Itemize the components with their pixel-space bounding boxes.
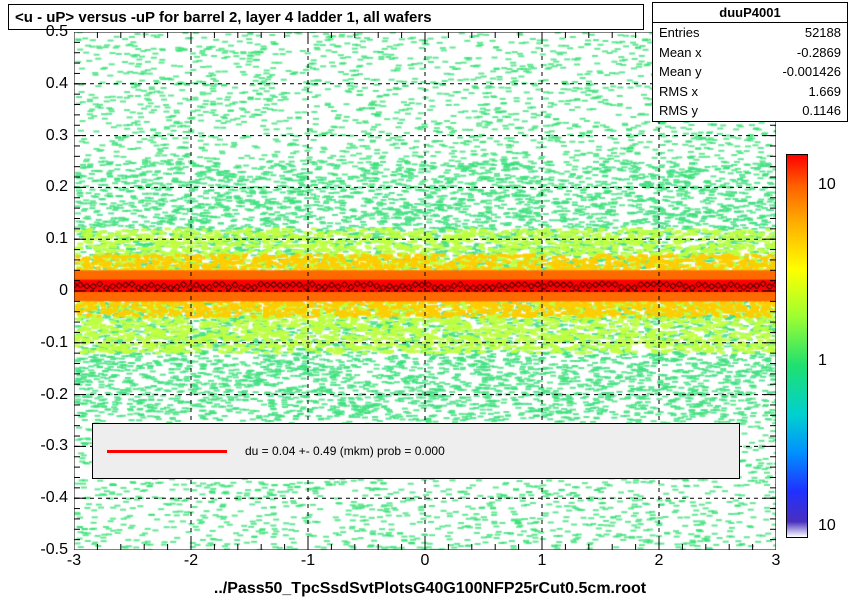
stats-label: Mean x [659,44,702,62]
x-tick-label: -2 [184,552,198,570]
y-tick-label: -0.3 [8,437,68,455]
stats-value: 52188 [805,24,841,42]
stats-row: RMS x 1.669 [653,82,847,102]
x-tick-label: 3 [772,552,781,570]
stats-value: 1.669 [808,83,841,101]
stats-value: -0.001426 [782,63,841,81]
x-tick-label: 1 [538,552,547,570]
stats-row: Mean y -0.001426 [653,62,847,82]
stats-label: RMS y [659,102,698,120]
x-tick-label: 0 [421,552,430,570]
stats-box: duuP4001 Entries52188Mean x-0.2869Mean y… [652,2,848,122]
x-tick-label: 2 [655,552,664,570]
colorbar-tick-label: 1 [818,352,827,370]
colorbar [786,154,808,538]
plot-title-text: <u - uP> versus -uP for barrel 2, layer … [15,9,432,26]
y-tick-label: 0.3 [8,127,68,145]
stats-row: Mean x -0.2869 [653,43,847,63]
stats-value: -0.2869 [797,44,841,62]
stats-label: RMS x [659,83,698,101]
plot-title: <u - uP> versus -uP for barrel 2, layer … [8,4,644,30]
y-tick-label: 0.5 [8,23,68,41]
stats-label: Entries [659,24,699,42]
chart-container: <u - uP> versus -uP for barrel 2, layer … [0,0,860,606]
y-tick-label: 0.2 [8,178,68,196]
y-tick-label: 0.4 [8,75,68,93]
fit-legend: du = 0.04 +- 0.49 (mkm) prob = 0.000 [92,423,740,479]
legend-line [107,450,227,453]
stats-label: Mean y [659,63,702,81]
colorbar-tick-label: 10 [818,176,836,194]
footer-path: ../Pass50_TpcSsdSvtPlotsG40G100NFP25rCut… [0,580,860,598]
stats-name: duuP4001 [653,3,847,23]
x-tick-label: -1 [301,552,315,570]
y-tick-label: -0.1 [8,334,68,352]
x-tick-label: -3 [67,552,81,570]
y-tick-label: -0.5 [8,541,68,559]
stats-value: 0.1146 [802,102,841,120]
y-tick-label: -0.2 [8,386,68,404]
stats-row: Entries 52188 [653,23,847,43]
legend-text: du = 0.04 +- 0.49 (mkm) prob = 0.000 [245,444,445,458]
colorbar-tick-label: 10 [818,517,836,535]
stats-row: RMS y 0.1146 [653,101,847,121]
y-tick-label: 0.1 [8,230,68,248]
y-tick-label: 0 [8,282,68,300]
y-tick-label: -0.4 [8,489,68,507]
